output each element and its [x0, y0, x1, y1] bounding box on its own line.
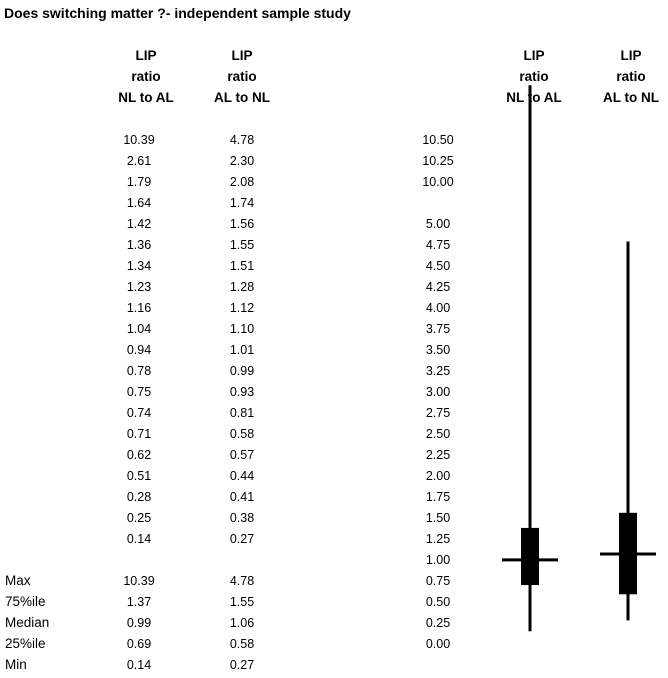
table-cell: 0.57 [229, 448, 255, 462]
table-cell: 0.58 [229, 427, 255, 441]
table-cell: 0.38 [229, 511, 255, 525]
table-cell: 0.27 [229, 532, 255, 546]
summary-value: 4.78 [229, 574, 255, 588]
y-tick-label: 10.25 [422, 154, 454, 168]
table-cell: 0.62 [126, 448, 152, 462]
y-tick-label: 0.50 [425, 595, 451, 609]
header-line: AL to NL [603, 90, 659, 105]
y-tick-label: 2.25 [425, 448, 451, 462]
y-tick-label: 2.75 [425, 406, 451, 420]
table-cell: 2.61 [126, 154, 152, 168]
y-tick-label: 5.00 [425, 217, 451, 231]
y-tick-label: 4.25 [425, 280, 451, 294]
summary-value: 0.14 [126, 658, 152, 672]
header-line: ratio [227, 69, 257, 84]
header-line: LIP [135, 48, 157, 63]
y-tick-label: 3.75 [425, 322, 451, 336]
y-tick-label: 3.00 [425, 385, 451, 399]
y-tick-label: 0.25 [425, 616, 451, 630]
summary-value: 10.39 [123, 574, 155, 588]
y-tick-label: 4.50 [425, 259, 451, 273]
summary-value: 0.27 [229, 658, 255, 672]
table-cell: 1.51 [229, 259, 255, 273]
header-line: ratio [519, 69, 549, 84]
y-tick-label: 10.50 [422, 133, 454, 147]
header-line: LIP [620, 48, 642, 63]
table-cell: 1.28 [229, 280, 255, 294]
table-cell: 1.42 [126, 217, 152, 231]
table-cell: 0.81 [229, 406, 255, 420]
table-cell: 0.74 [126, 406, 152, 420]
page-title: Does switching matter ?- independent sam… [4, 5, 351, 21]
y-tick-label: 1.00 [425, 553, 451, 567]
table-cell: 0.41 [229, 490, 255, 504]
y-tick-label: 2.50 [425, 427, 451, 441]
summary-value: 0.58 [229, 637, 255, 651]
summary-label: 75%ile [5, 594, 46, 609]
header-line: ratio [616, 69, 646, 84]
table-cell: 0.78 [126, 364, 152, 378]
summary-value: 0.99 [126, 616, 152, 630]
summary-label: Max [5, 573, 31, 588]
header-line: ratio [131, 69, 161, 84]
table-cell: 2.30 [229, 154, 255, 168]
table-cell: 1.79 [126, 175, 152, 189]
summary-label: Min [5, 657, 27, 672]
y-tick-label: 4.75 [425, 238, 451, 252]
summary-label: Median [5, 615, 50, 630]
summary-value: 1.37 [126, 595, 152, 609]
header-line: NL to AL [118, 90, 174, 105]
table-cell: 1.10 [229, 322, 255, 336]
y-tick-label: 1.75 [425, 490, 451, 504]
table-cell: 1.34 [126, 259, 152, 273]
y-tick-label: 4.00 [425, 301, 451, 315]
table-cell: 1.12 [229, 301, 255, 315]
table-cell: 0.75 [126, 385, 152, 399]
table-cell: 1.16 [126, 301, 152, 315]
table-cell: 4.78 [229, 133, 255, 147]
table-cell: 0.14 [126, 532, 152, 546]
table-cell: 1.56 [229, 217, 255, 231]
table-cell: 0.71 [126, 427, 152, 441]
y-tick-label: 3.25 [425, 364, 451, 378]
summary-label: 25%ile [5, 636, 46, 651]
table-cell: 0.28 [126, 490, 152, 504]
table-cell: 1.36 [126, 238, 152, 252]
header-line: LIP [231, 48, 253, 63]
y-tick-label: 10.00 [422, 175, 454, 189]
table-cell: 0.44 [229, 469, 255, 483]
y-tick-label: 1.50 [425, 511, 451, 525]
summary-value: 1.55 [229, 595, 255, 609]
table-cell: 1.64 [126, 196, 152, 210]
y-tick-label: 0.00 [425, 637, 451, 651]
table-cell: 1.01 [229, 343, 255, 357]
table-cell: 2.08 [229, 175, 255, 189]
header-line: LIP [523, 48, 545, 63]
chart-header-nl-to-al: LIP ratio NL to AL [489, 45, 579, 108]
table-cell: 1.04 [126, 322, 152, 336]
table-cell: 1.23 [126, 280, 152, 294]
y-tick-label: 0.75 [425, 574, 451, 588]
table-cell: 1.55 [229, 238, 255, 252]
table-cell: 0.93 [229, 385, 255, 399]
column-header-al-to-nl: LIP ratio AL to NL [197, 45, 287, 108]
y-tick-label: 2.00 [425, 469, 451, 483]
y-tick-label: 1.25 [425, 532, 451, 546]
summary-value: 1.06 [229, 616, 255, 630]
box-iqr [521, 527, 539, 586]
table-cell: 10.39 [123, 133, 155, 147]
summary-value: 0.69 [126, 637, 152, 651]
header-line: NL to AL [506, 90, 562, 105]
table-cell: 0.99 [229, 364, 255, 378]
column-header-nl-to-al: LIP ratio NL to AL [101, 45, 191, 108]
table-cell: 1.74 [229, 196, 255, 210]
table-cell: 0.51 [126, 469, 152, 483]
y-tick-label: 3.50 [425, 343, 451, 357]
chart-header-al-to-nl: LIP ratio AL to NL [586, 45, 668, 108]
table-cell: 0.25 [126, 511, 152, 525]
header-line: AL to NL [214, 90, 270, 105]
table-cell: 0.94 [126, 343, 152, 357]
